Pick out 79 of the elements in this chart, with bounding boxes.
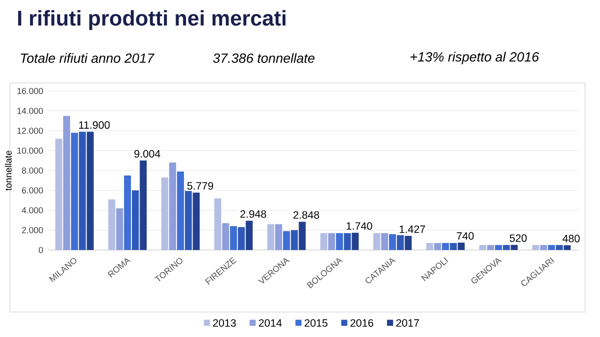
bar (238, 227, 245, 250)
bar (108, 199, 116, 250)
bar (140, 160, 147, 250)
bar (495, 245, 502, 250)
legend-label: 2016 (350, 319, 374, 327)
bar (124, 175, 131, 250)
bar (328, 233, 336, 250)
bar (192, 192, 200, 250)
y-tick-label: 16.000 (17, 88, 43, 94)
legend-label: 2014 (258, 319, 282, 327)
bar (426, 243, 434, 250)
text: Totale rifiuti anno 2017 (20, 53, 155, 63)
y-tick-label: 8.000 (22, 167, 43, 174)
bar (404, 236, 412, 250)
data-label: 740 (456, 232, 474, 240)
data-label: 2.848 (293, 211, 320, 219)
data-label: 9.004 (134, 150, 160, 158)
y-tick-label: 10.000 (17, 148, 43, 154)
bar (161, 177, 168, 250)
bar (389, 234, 396, 250)
bar (222, 223, 230, 250)
data-label: 1.427 (400, 225, 426, 233)
bar (442, 243, 449, 250)
bar (71, 132, 78, 250)
bar (556, 245, 563, 250)
bar (381, 233, 388, 250)
data-label: 2.948 (240, 210, 266, 218)
bar (290, 230, 298, 250)
legend-label: 2017 (396, 319, 419, 327)
y-tick-label: 2.000 (22, 227, 43, 234)
y-tick-label: 0 (38, 246, 43, 254)
bar (396, 235, 404, 250)
bar (86, 132, 94, 250)
bar (548, 245, 555, 250)
data-label: 5.779 (187, 182, 214, 190)
bar (283, 231, 290, 250)
bar (184, 190, 192, 250)
bar (540, 245, 548, 250)
bar (116, 208, 124, 250)
data-label: 480 (562, 234, 580, 242)
y-tick-label: 12.000 (17, 128, 43, 134)
y-tick-label: 4.000 (22, 207, 43, 214)
bar (55, 138, 62, 250)
text: 37.386 tonnellate (213, 53, 314, 63)
bar (510, 244, 518, 250)
text: +13% rispetto al 2016 (410, 52, 540, 64)
bar (487, 245, 494, 250)
chart-title: I rifiuti prodotti nei mercati (18, 10, 286, 30)
bar (373, 233, 380, 250)
bar (214, 198, 222, 250)
bar (78, 132, 86, 250)
data-label: 1.740 (346, 222, 372, 230)
bar (230, 226, 237, 250)
bar (352, 232, 359, 250)
bar (532, 245, 540, 250)
bar (336, 233, 343, 250)
bar (450, 243, 457, 250)
bar (246, 220, 253, 250)
bar (434, 243, 442, 250)
bar (564, 245, 571, 250)
bar (267, 224, 274, 250)
data-label: 520 (510, 234, 527, 242)
bar (344, 233, 351, 250)
bar (177, 171, 184, 250)
bar (132, 190, 139, 250)
bar (275, 224, 282, 250)
bar (458, 242, 465, 250)
y-tick-label: 14.000 (17, 108, 43, 114)
data-label: 11.900 (79, 121, 110, 129)
bar (298, 222, 306, 250)
y-tick-label: 6.000 (22, 187, 43, 194)
bar (63, 116, 70, 250)
bar (320, 233, 328, 250)
legend-label: 2013 (213, 319, 236, 327)
bar (479, 245, 486, 250)
bar (169, 162, 176, 250)
y-axis-title: tonnellate (4, 150, 12, 191)
bar (502, 245, 510, 250)
legend-label: 2015 (304, 319, 328, 327)
